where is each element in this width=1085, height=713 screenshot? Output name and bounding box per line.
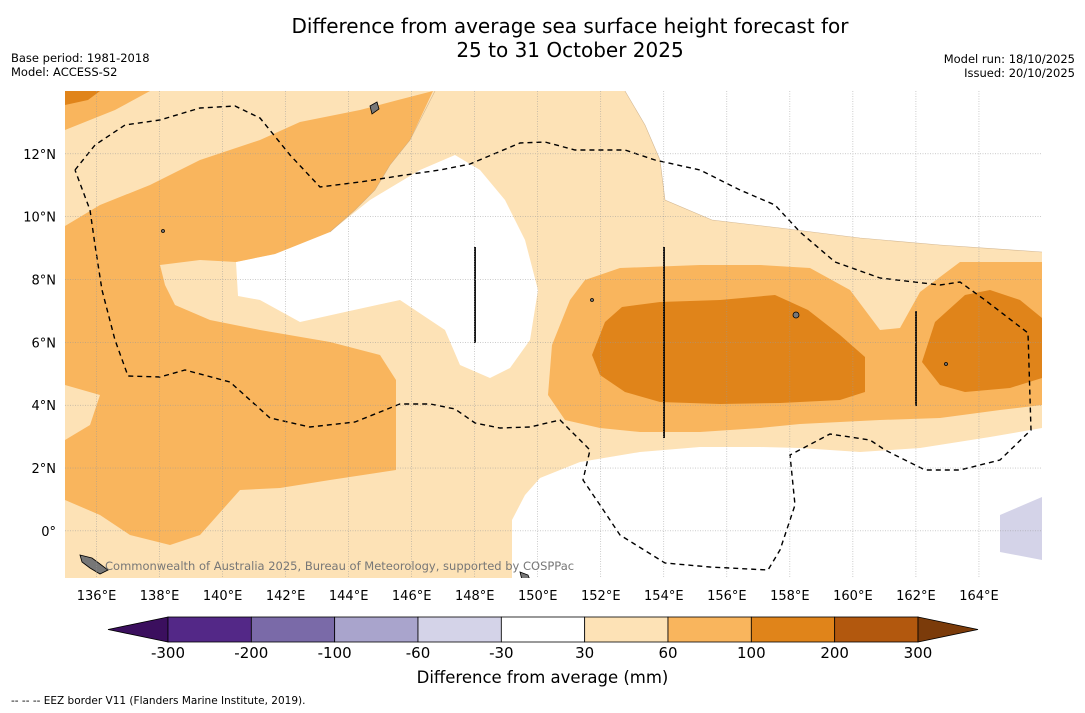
lon-tick-label: 158°E	[770, 589, 810, 604]
latitude-axis: 0° 2°N 4°N 6°N 8°N 10°N 12°N	[23, 148, 56, 540]
lat-tick-label: 4°N	[32, 399, 57, 414]
lon-tick-label: 148°E	[455, 589, 495, 604]
lon-tick-label: 136°E	[77, 589, 117, 604]
eez-border	[74, 105, 1032, 571]
colorbar-tick-label: 30	[575, 644, 594, 662]
base-period: Base period: 1981-2018	[11, 51, 150, 65]
lon-tick-label: 156°E	[707, 589, 747, 604]
anomaly-100-200-region	[922, 290, 1042, 392]
colorbar-swatch	[750, 616, 836, 643]
lat-tick-label: 12°N	[23, 148, 56, 163]
lon-tick-label: 138°E	[140, 589, 180, 604]
lat-tick-label: 2°N	[32, 462, 57, 477]
colorbar-tick-label: -100	[318, 644, 352, 662]
colorbar-tick-label: -300	[151, 644, 185, 662]
colorbar-extend-high	[917, 616, 979, 643]
gridlines	[65, 91, 1042, 578]
anomaly-60-100-region	[65, 91, 150, 130]
colorbar-tick-label: -200	[234, 644, 268, 662]
model-info: Base period: 1981-2018 Model: ACCESS-S2	[11, 51, 150, 79]
colorbar-tick-label: -60	[406, 644, 431, 662]
anomaly-neutral-region	[512, 428, 1042, 578]
run-info: Model run: 18/10/2025 Issued: 20/10/2025	[944, 52, 1075, 80]
lon-tick-label: 142°E	[266, 589, 306, 604]
lon-tick-label: 150°E	[518, 589, 558, 604]
longitude-axis: 136°E 138°E 140°E 142°E 144°E 146°E 148°E 150°E…	[77, 589, 999, 604]
colorbar-tick-label: 100	[737, 644, 766, 662]
lon-tick-label: 164°E	[959, 589, 999, 604]
anomaly-neutral-region	[236, 155, 538, 378]
colorbar-swatch	[834, 616, 919, 643]
colorbar-tick-label: 300	[904, 644, 933, 662]
colorbar-tick-label: 60	[658, 644, 677, 662]
title-line-1: Difference from average sea surface heig…	[291, 14, 849, 38]
anomaly-100-200-region	[592, 295, 865, 404]
colorbar-swatch	[334, 616, 419, 643]
colorbar-swatch	[417, 616, 502, 643]
lon-tick-label: 162°E	[896, 589, 936, 604]
map-plot-area: Commonwealth of Australia 2025, Bureau o…	[65, 91, 1042, 578]
credit-text: Commonwealth of Australia 2025, Bureau o…	[105, 559, 574, 573]
colorbar-extend-low	[107, 616, 169, 643]
anomaly-100-200-region	[65, 91, 100, 105]
model-run: Model run: 18/10/2025	[943, 52, 1075, 66]
eez-footnote: -- -- -- EEZ border V11 (Flanders Marine…	[11, 695, 306, 707]
colorbar	[107, 616, 979, 643]
anomaly-60-100-region	[65, 91, 433, 545]
lat-tick-label: 8°N	[32, 274, 57, 289]
colorbar-tick-label: -30	[489, 644, 514, 662]
lon-tick-label: 144°E	[329, 589, 369, 604]
anomaly-negative-region	[1000, 497, 1042, 560]
lon-tick-label: 146°E	[392, 589, 432, 604]
lat-tick-label: 10°N	[23, 211, 56, 226]
colorbar-ticks: -300 -200 -100 -60 -30 30 60 100 200 300	[151, 644, 932, 662]
lon-tick-label: 140°E	[203, 589, 243, 604]
colorbar-swatch	[667, 616, 752, 643]
colorbar-swatch	[167, 616, 252, 643]
colorbar-swatch	[500, 616, 586, 643]
title-line-2: 25 to 31 October 2025	[456, 38, 684, 62]
lat-tick-label: 6°N	[32, 336, 57, 351]
model-name: Model: ACCESS-S2	[11, 65, 118, 79]
issued-date: Issued: 20/10/2025	[964, 66, 1075, 80]
lon-tick-label: 154°E	[644, 589, 684, 604]
colorbar-label: Difference from average (mm)	[416, 668, 669, 687]
lat-tick-label: 0°	[41, 525, 56, 540]
islands	[79, 101, 948, 578]
colorbar-swatch	[584, 616, 669, 643]
chart-title: Difference from average sea surface heig…	[0, 14, 1085, 62]
lon-tick-label: 160°E	[833, 589, 873, 604]
lon-tick-label: 152°E	[581, 589, 621, 604]
anomaly-neutral-region	[435, 91, 1042, 252]
colorbar-tick-label: 200	[820, 644, 849, 662]
colorbar-swatch	[250, 616, 336, 643]
